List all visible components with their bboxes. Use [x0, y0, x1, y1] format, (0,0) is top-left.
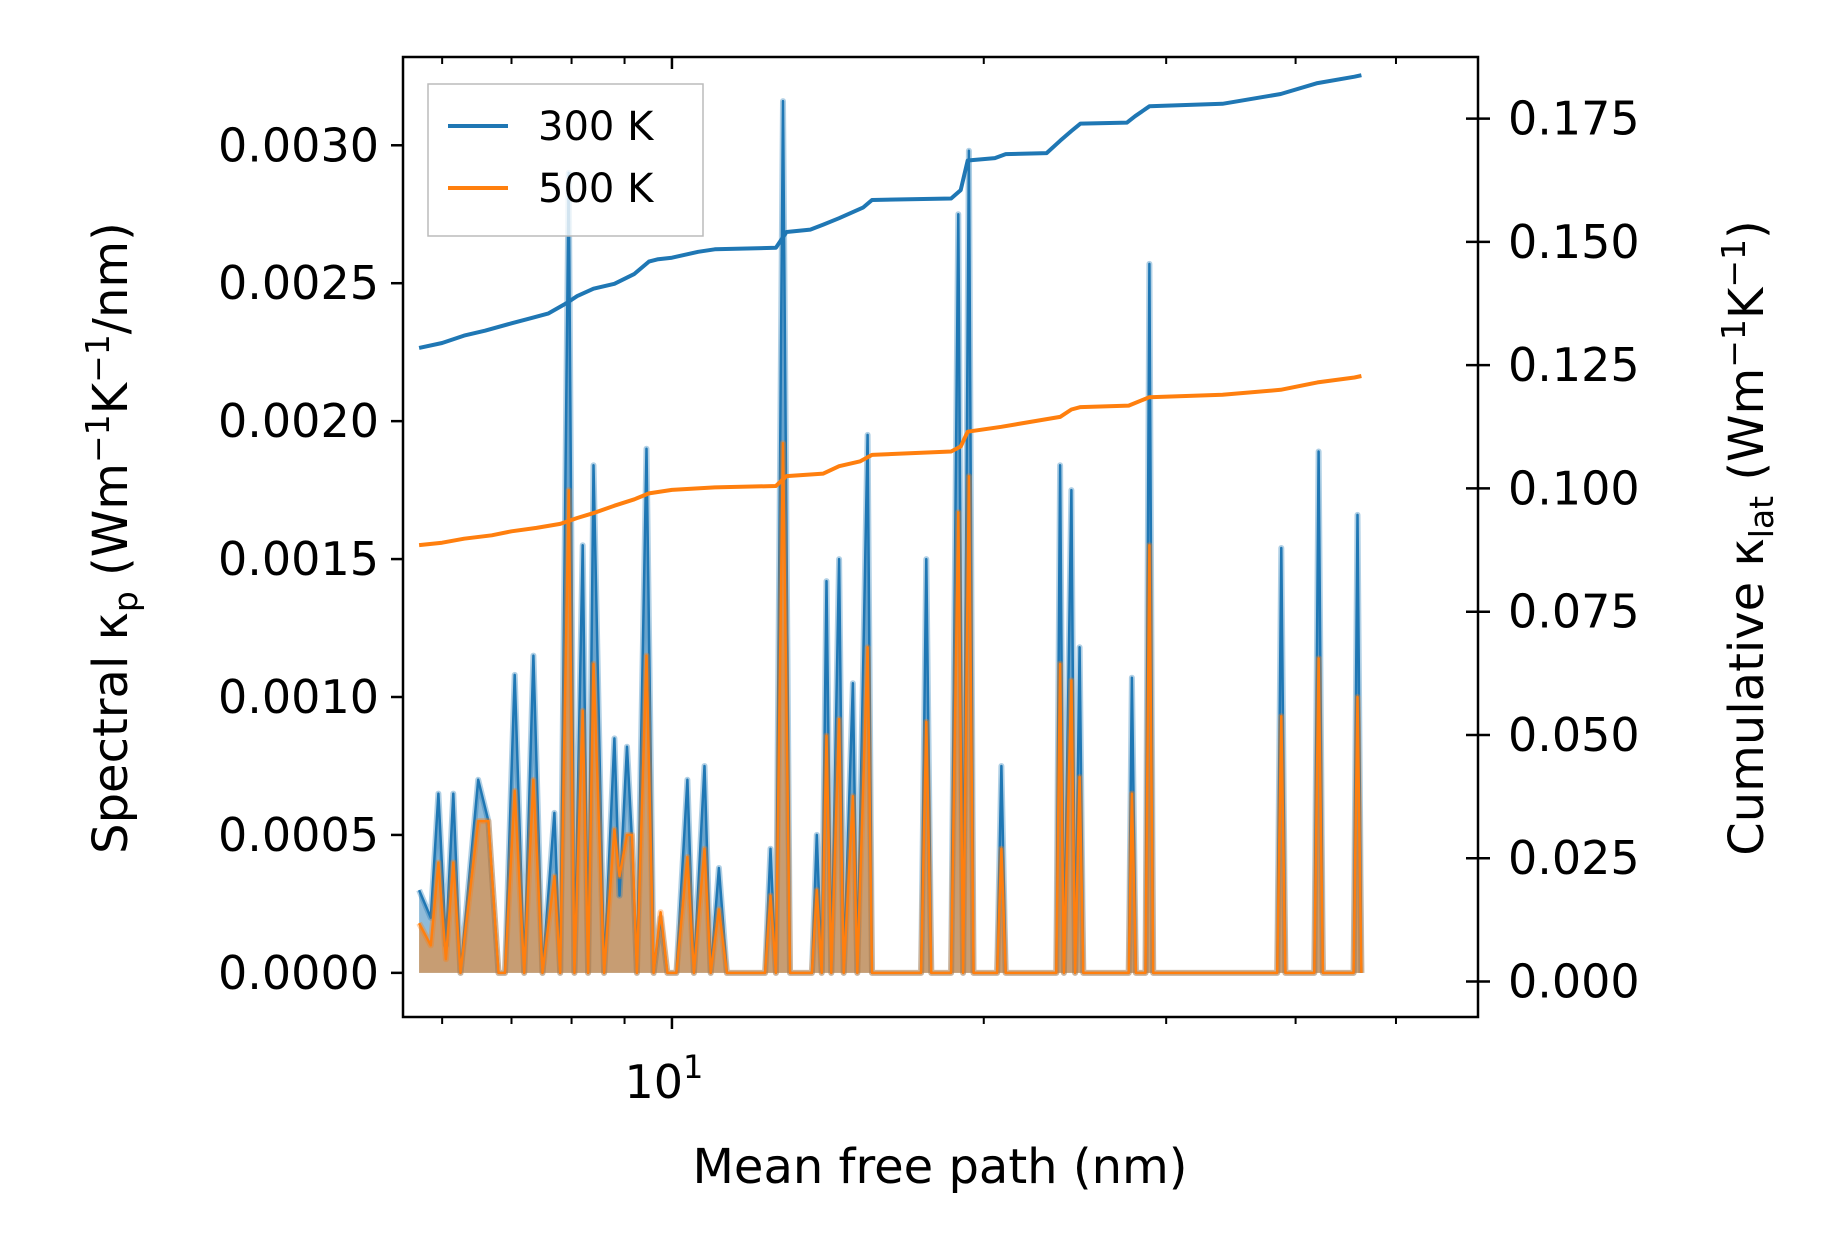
legend-label-300k: 300 K — [538, 104, 655, 150]
y-right-tick-label: 0.150 — [1508, 215, 1640, 269]
spectral-line-500k — [417, 441, 1363, 975]
spectral-lines — [416, 98, 1365, 976]
y-left-tick-label: 0.0025 — [218, 256, 379, 310]
x-axis-title: Mean free path (nm) — [693, 1139, 1188, 1195]
cumulative-lines — [418, 73, 1362, 548]
y-left-tick-label: 0.0000 — [218, 946, 379, 1000]
x-tick-label: 101 — [624, 1048, 703, 1109]
y-right-tick-label: 0.050 — [1508, 708, 1640, 762]
tick-labels: 0.0000 0.0005 0.0010 0.0015 0.0020 0.0025 0.00… — [218, 92, 1640, 1109]
legend-label-500k: 500 K — [538, 166, 655, 212]
cumulative-line-300k — [418, 73, 1362, 350]
legend: 300 K 500 K — [427, 83, 704, 237]
y-right-axis-title: Cumulative κlat (Wm−1K−1) — [1714, 220, 1781, 856]
cumulative-line-500k — [418, 374, 1362, 548]
legend-box — [427, 83, 704, 237]
plot-frame — [401, 55, 1480, 1019]
y-right-tick-label: 0.100 — [1508, 461, 1640, 515]
y-right-tick-label: 0.075 — [1508, 585, 1640, 639]
spectral-fills — [419, 101, 1362, 973]
y-left-tick-label: 0.0005 — [218, 808, 379, 862]
y-right-tick-label: 0.125 — [1508, 338, 1640, 392]
y-left-tick-label: 0.0030 — [218, 118, 379, 172]
axis-ticks — [391, 57, 1490, 1029]
y-right-tick-label: 0.025 — [1508, 831, 1640, 885]
y-left-tick-label: 0.0010 — [218, 670, 379, 724]
y-right-tick-label: 0.000 — [1508, 954, 1640, 1008]
y-left-tick-label: 0.0020 — [218, 394, 379, 448]
spectral-fill-500k — [419, 443, 1362, 973]
y-left-tick-label: 0.0015 — [218, 532, 379, 586]
y-left-axis-title: Spectral κp (Wm−1K−1/nm) — [78, 222, 145, 854]
y-right-tick-label: 0.175 — [1508, 92, 1640, 146]
